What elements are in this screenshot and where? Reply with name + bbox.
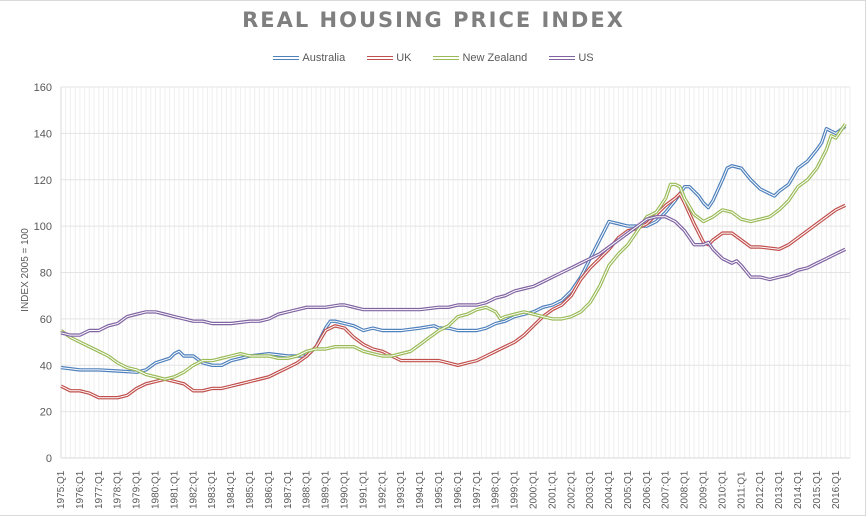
x-tick-label: 2001:Q1 bbox=[547, 470, 558, 509]
y-tick-label: 160 bbox=[34, 82, 52, 94]
legend-item-us[interactable]: US bbox=[549, 52, 594, 64]
x-tick-label: 1990:Q1 bbox=[339, 470, 350, 509]
x-tick-label: 2006:Q1 bbox=[642, 470, 653, 509]
series-line-inner-australia bbox=[60, 125, 846, 373]
x-tick-label: 1991:Q1 bbox=[358, 470, 369, 509]
x-tick-label: 2000:Q1 bbox=[528, 470, 539, 509]
x-axis-ticks: 1975:Q1 1976:Q1 1977:Q1 1978:Q1 1979:Q1 1980:… bbox=[56, 470, 842, 509]
y-tick-label: 140 bbox=[34, 128, 52, 140]
y-axis-label: INDEX 2005 = 100 bbox=[20, 228, 31, 312]
x-tick-label: 1999:Q1 bbox=[510, 470, 521, 509]
x-tick-label: 1997:Q1 bbox=[472, 470, 483, 509]
x-tick-label: 1998:Q1 bbox=[491, 470, 502, 509]
x-tick-label: 2013:Q1 bbox=[774, 470, 785, 509]
legend-label-new-zealand: New Zealand bbox=[462, 52, 528, 64]
series-line-inner-new-zealand bbox=[60, 123, 846, 380]
x-tick-label: 1976:Q1 bbox=[75, 470, 86, 509]
x-tick-label: 2010:Q1 bbox=[717, 470, 728, 509]
x-tick-label: 2011:Q1 bbox=[736, 471, 747, 509]
legend-swatch-new-zealand bbox=[433, 56, 460, 60]
x-tick-label: 1984:Q1 bbox=[226, 470, 237, 509]
x-tick-label: 2016:Q1 bbox=[831, 470, 842, 509]
legend-label-us: US bbox=[578, 52, 594, 64]
x-tick-label: 1980:Q1 bbox=[150, 470, 161, 509]
y-tick-label: 100 bbox=[34, 221, 52, 233]
legend-swatch-uk bbox=[367, 56, 394, 60]
x-tick-label: 2003:Q1 bbox=[585, 470, 596, 509]
x-tick-label: 2004:Q1 bbox=[604, 470, 615, 509]
legend-swatch-us bbox=[549, 56, 576, 60]
x-tick-label: 2012:Q1 bbox=[755, 470, 766, 509]
x-tick-label: 1978:Q1 bbox=[113, 470, 124, 509]
y-tick-label: 120 bbox=[34, 175, 52, 187]
y-tick-label: 40 bbox=[40, 360, 52, 372]
x-tick-label: 2008:Q1 bbox=[680, 470, 691, 509]
x-tick-label: 2005:Q1 bbox=[623, 470, 634, 509]
y-tick-label: 20 bbox=[40, 407, 52, 419]
x-tick-label: 1986:Q1 bbox=[264, 470, 275, 509]
x-tick-label: 2015:Q1 bbox=[812, 470, 823, 509]
x-tick-label: 1987:Q1 bbox=[283, 470, 294, 509]
legend-label-australia: Australia bbox=[302, 52, 346, 64]
x-tick-label: 1985:Q1 bbox=[245, 470, 256, 509]
x-tick-label: 1994:Q1 bbox=[415, 470, 426, 509]
x-tick-label: 1977:Q1 bbox=[94, 470, 105, 509]
legend-item-new-zealand[interactable]: New Zealand bbox=[433, 52, 527, 64]
x-tick-label: 1981:Q1 bbox=[169, 470, 180, 509]
legend-swatch-australia bbox=[273, 56, 300, 60]
series-line-inner-us bbox=[60, 216, 846, 336]
x-tick-label: 2014:Q1 bbox=[793, 470, 804, 509]
x-tick-label: 1989:Q1 bbox=[321, 470, 332, 509]
series-new-zealand bbox=[59, 123, 847, 381]
gridlines bbox=[60, 86, 851, 459]
chart-title: REAL HOUSING PRICE INDEX bbox=[242, 8, 625, 32]
y-tick-label: 80 bbox=[40, 268, 52, 280]
legend-label-uk: UK bbox=[396, 52, 412, 64]
x-tick-label: 1996:Q1 bbox=[453, 470, 464, 509]
legend: Australia UK New Zealand US bbox=[0, 52, 867, 64]
x-tick-label: 1992:Q1 bbox=[377, 470, 388, 509]
y-axis-ticks: 0 20 40 60 80 100 120 140 160 bbox=[34, 82, 52, 465]
x-tick-label: 1988:Q1 bbox=[302, 470, 313, 509]
series-us bbox=[60, 215, 847, 337]
x-tick-label: 1983:Q1 bbox=[207, 470, 218, 509]
x-tick-label: 1979:Q1 bbox=[132, 470, 143, 509]
y-tick-label: 60 bbox=[40, 314, 52, 326]
x-tick-label: 1982:Q1 bbox=[188, 470, 199, 509]
x-tick-label: 2009:Q1 bbox=[699, 470, 710, 509]
x-tick-label: 2002:Q1 bbox=[566, 470, 577, 509]
x-tick-label: 1995:Q1 bbox=[434, 470, 445, 509]
x-tick-label: 1975:Q1 bbox=[56, 470, 67, 509]
series-australia bbox=[60, 125, 847, 374]
legend-item-australia[interactable]: Australia bbox=[273, 52, 345, 64]
y-tick-label: 0 bbox=[46, 453, 52, 465]
x-tick-label: 1993:Q1 bbox=[396, 470, 407, 509]
series-lines bbox=[59, 123, 847, 400]
x-tick-label: 2007:Q1 bbox=[661, 470, 672, 509]
legend-item-uk[interactable]: UK bbox=[367, 52, 411, 64]
